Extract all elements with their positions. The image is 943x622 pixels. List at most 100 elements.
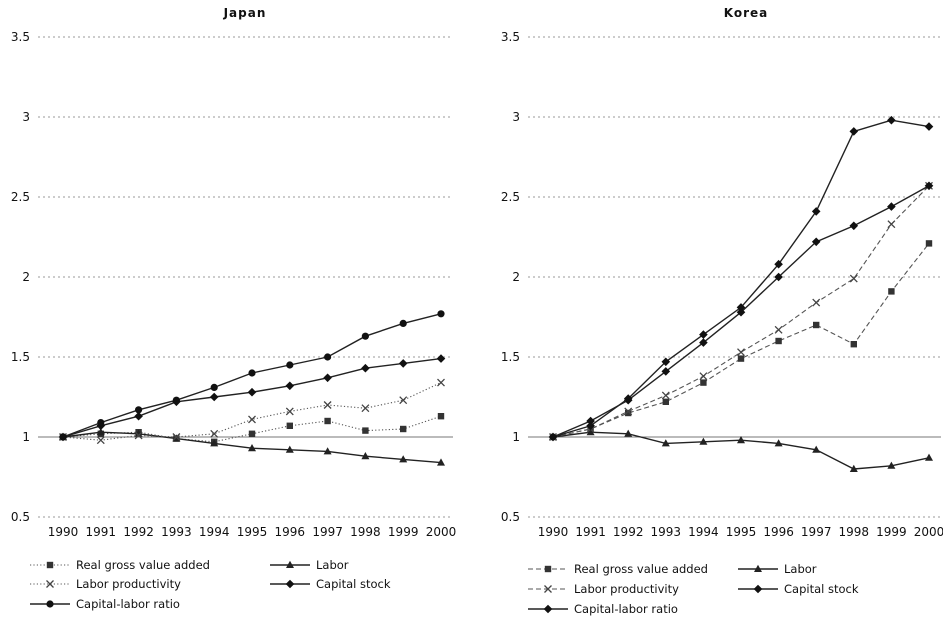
y-tick-label: 0.5 [11, 510, 30, 524]
data-point [924, 181, 934, 191]
legend-marker [46, 561, 54, 569]
y-tick-label: 2.5 [501, 190, 520, 204]
data-point [812, 298, 821, 307]
legend-marker [753, 584, 763, 594]
data-point [623, 394, 633, 403]
data-point [324, 353, 332, 361]
data-point [59, 433, 67, 441]
y-tick-label: 3 [512, 110, 520, 124]
data-point [661, 367, 671, 376]
x-tick-label: 1998 [839, 525, 870, 539]
x-tick-label: 1991 [86, 525, 117, 539]
data-point [849, 274, 858, 283]
data-point [399, 455, 408, 463]
x-tick-label: 1993 [161, 525, 192, 539]
legend-marker [544, 565, 552, 573]
y-tick-label: 1.5 [11, 350, 30, 364]
legend-label: Capital stock [316, 577, 391, 591]
chart-panel-1: Korea 0.5 1 1.5 2 2.5 3 3.5 1990 1991 1992 1993 1994… [501, 6, 943, 616]
data-point [210, 439, 219, 447]
legend-marker [285, 579, 295, 589]
data-point [548, 432, 558, 442]
data-point [285, 445, 294, 453]
data-point [661, 357, 671, 367]
data-point [625, 409, 632, 417]
legend-label: Capital stock [784, 582, 859, 596]
data-point [925, 240, 933, 247]
data-point [96, 436, 105, 445]
data-point [248, 430, 256, 437]
legend-marker [543, 604, 553, 614]
data-point [888, 288, 895, 295]
data-point [887, 115, 896, 125]
legend-label: Labor [316, 558, 349, 572]
x-tick-label: 1996 [763, 525, 794, 539]
y-tick-label: 2 [512, 270, 520, 284]
data-point [97, 419, 105, 427]
data-point [361, 363, 370, 373]
data-point [172, 433, 181, 441]
data-point [586, 416, 595, 426]
data-point [736, 307, 746, 317]
data-point [96, 428, 105, 436]
data-point [849, 221, 859, 231]
y-tick-label: 1 [512, 430, 520, 444]
x-tick-label: 1990 [48, 525, 79, 539]
data-point [624, 429, 633, 437]
data-point [849, 127, 859, 136]
data-point [774, 439, 783, 447]
data-point [924, 122, 934, 131]
legend-label: Labor productivity [76, 577, 181, 591]
legend-label: Capital-labor ratio [574, 602, 678, 616]
y-tick-label: 0.5 [501, 510, 520, 524]
data-point [661, 439, 670, 447]
data-point [285, 381, 295, 391]
x-tick-label: 1999 [876, 525, 907, 539]
x-tick-label: 1994 [688, 525, 719, 539]
x-tick-label: 1998 [350, 525, 381, 539]
data-point [437, 378, 445, 387]
data-point [323, 373, 332, 383]
x-tick-label: 1992 [613, 525, 644, 539]
x-tick-label: 1999 [388, 525, 419, 539]
data-point [661, 391, 670, 400]
data-point [774, 259, 783, 269]
data-point [699, 372, 708, 381]
legend-label: Real gross value added [76, 558, 210, 572]
y-tick-label: 3.5 [501, 30, 520, 44]
data-point [887, 202, 896, 211]
data-point [811, 237, 821, 247]
legend-label: Real gross value added [574, 562, 708, 576]
data-point [737, 355, 745, 362]
x-tick-label: 1991 [575, 525, 606, 539]
y-tick-label: 3 [22, 110, 30, 124]
data-point [850, 341, 857, 348]
data-point [286, 361, 294, 369]
legend-label: Labor [784, 562, 817, 576]
data-point [285, 407, 294, 416]
data-point [323, 401, 332, 409]
data-point [586, 428, 595, 436]
data-point [210, 383, 218, 391]
data-point [662, 398, 669, 405]
legend-marker [46, 600, 54, 608]
series-line-2 [62, 382, 442, 441]
data-point [134, 411, 143, 421]
x-tick-label: 1997 [312, 525, 343, 539]
data-point [361, 332, 369, 340]
y-tick-label: 2.5 [11, 190, 30, 204]
chart-title: Korea [724, 6, 769, 20]
series-line-4 [552, 119, 930, 438]
data-point [700, 379, 707, 386]
data-point [362, 427, 369, 434]
data-point [286, 422, 293, 429]
data-point [699, 338, 708, 347]
series-line-0 [552, 243, 930, 438]
x-tick-label: 1997 [801, 525, 832, 539]
data-point [736, 303, 746, 312]
chart-title: Japan [223, 6, 267, 20]
data-point [361, 452, 370, 460]
data-point [172, 396, 180, 404]
